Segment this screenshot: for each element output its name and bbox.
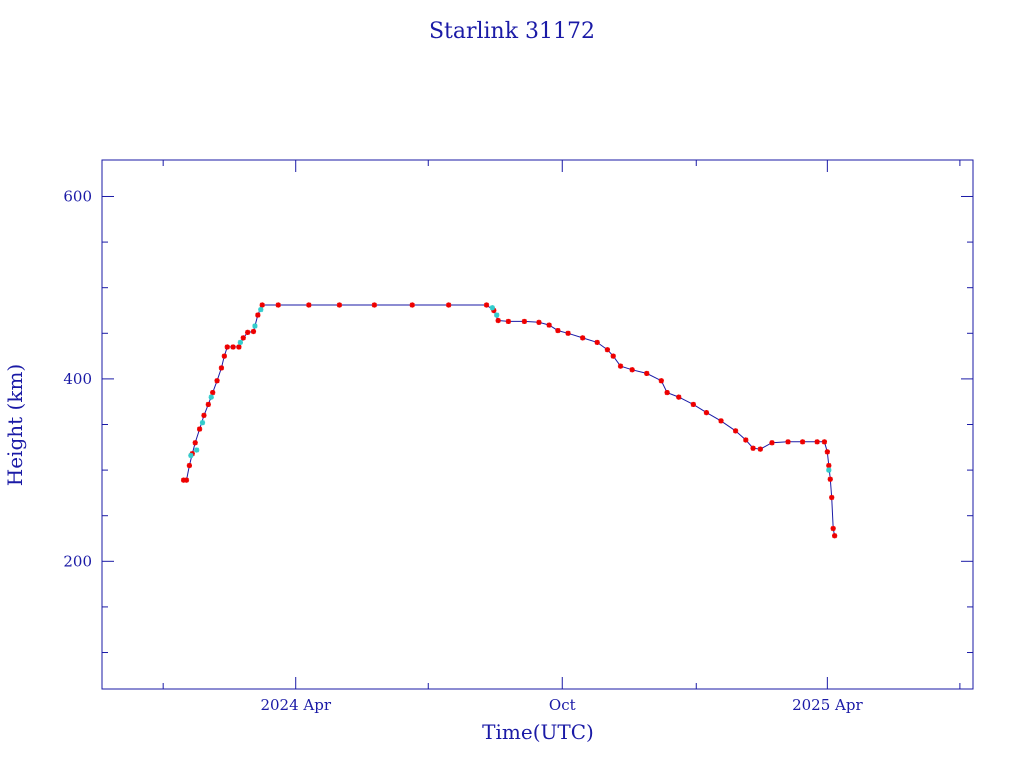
- data-point: [821, 439, 828, 445]
- data-point: [199, 420, 206, 426]
- data-point: [221, 353, 227, 359]
- data-point: [824, 449, 830, 455]
- data-points: [180, 302, 838, 539]
- data-point: [214, 378, 220, 384]
- plot-frame: [101, 159, 974, 690]
- data-point: [664, 389, 670, 396]
- data-point: [757, 446, 763, 452]
- data-point: [827, 476, 833, 482]
- data-point: [491, 307, 497, 314]
- data-point: [236, 344, 242, 350]
- data-point: [230, 344, 236, 350]
- data-point: [237, 339, 243, 346]
- data-point: [252, 323, 258, 329]
- data-point: [750, 445, 756, 451]
- x-axis-label: Time(UTC): [482, 720, 594, 744]
- data-point: [555, 327, 561, 334]
- data-point: [245, 329, 251, 335]
- data-point: [275, 302, 281, 308]
- data-point: [505, 318, 511, 325]
- data-point: [546, 322, 552, 328]
- data-point: [718, 418, 724, 424]
- data-point: [826, 462, 832, 469]
- data-point: [201, 412, 207, 418]
- data-point: [604, 347, 611, 353]
- data-point: [409, 302, 415, 308]
- data-point: [826, 467, 832, 473]
- data-point: [521, 318, 527, 325]
- data-point: [617, 363, 624, 369]
- data-point: [814, 439, 820, 445]
- data-point: [832, 533, 838, 539]
- data-point: [210, 389, 216, 396]
- data-point: [205, 401, 211, 408]
- x-tick-label: 2024 Apr: [260, 696, 331, 714]
- axis-tick-labels: 2024 Apr Oct 2025 Apr 200 400 600: [63, 187, 863, 714]
- data-point: [194, 447, 200, 453]
- data-point: [799, 439, 806, 445]
- data-point: [224, 344, 230, 350]
- data-point: [565, 330, 571, 336]
- data-point: [785, 439, 791, 445]
- y-tick-label: 400: [63, 370, 92, 388]
- data-point: [183, 477, 190, 483]
- data-point: [536, 319, 542, 325]
- data-point: [830, 525, 836, 532]
- data-point: [494, 312, 500, 318]
- data-point: [258, 306, 264, 313]
- data-point: [180, 477, 187, 483]
- x-tick-label: Oct: [549, 696, 576, 714]
- data-point: [240, 335, 246, 341]
- data-point: [580, 335, 586, 341]
- data-point: [259, 302, 265, 308]
- data-point: [196, 426, 203, 432]
- y-tick-label: 200: [63, 552, 92, 570]
- data-point: [446, 302, 452, 308]
- data-point: [690, 401, 696, 408]
- data-point: [336, 302, 343, 308]
- data-point: [208, 394, 214, 400]
- data-point: [644, 370, 650, 377]
- data-point: [743, 437, 749, 443]
- y-axis-label: Height (km): [3, 364, 27, 486]
- chart-title: Starlink 31172: [429, 19, 595, 44]
- data-point: [218, 365, 225, 371]
- data-point: [371, 302, 377, 308]
- data-point: [703, 410, 710, 416]
- data-point: [676, 394, 682, 400]
- data-point: [306, 302, 312, 308]
- data-point: [769, 440, 775, 446]
- axis-ticks: [102, 160, 973, 689]
- data-point: [658, 378, 664, 384]
- data-point: [250, 328, 257, 335]
- data-point: [829, 494, 835, 501]
- data-point: [483, 302, 490, 308]
- y-tick-label: 600: [63, 187, 92, 205]
- data-point: [610, 353, 616, 359]
- data-point: [495, 317, 501, 324]
- data-point: [186, 462, 192, 469]
- height-trend-line: [183, 304, 836, 536]
- data-point: [629, 367, 635, 373]
- data-point: [732, 428, 739, 434]
- data-point: [255, 312, 261, 318]
- x-tick-label: 2025 Apr: [792, 696, 863, 714]
- data-point: [594, 339, 600, 346]
- data-point: [489, 305, 495, 311]
- data-point: [192, 440, 198, 446]
- data-point: [188, 452, 194, 459]
